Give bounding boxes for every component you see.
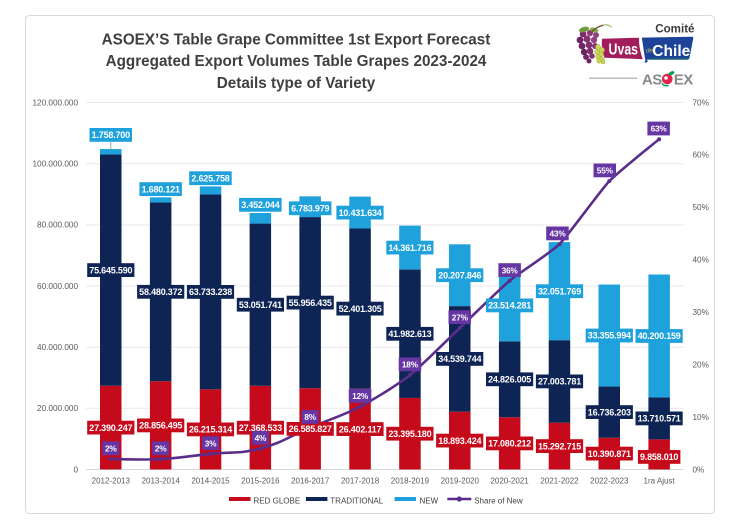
svg-text:ASOEX’S Table Grape Committee: ASOEX’S Table Grape Committee 1st Export…	[102, 32, 491, 49]
svg-text:Share of New: Share of New	[474, 497, 523, 506]
svg-text:27%: 27%	[452, 312, 469, 322]
svg-text:60.000.000: 60.000.000	[37, 282, 78, 291]
svg-text:TRADITIONAL: TRADITIONAL	[330, 497, 383, 506]
svg-text:3%: 3%	[205, 438, 217, 448]
svg-text:8%: 8%	[304, 412, 316, 422]
svg-text:16.736.203: 16.736.203	[588, 407, 631, 417]
svg-text:10.390.871: 10.390.871	[588, 449, 631, 459]
svg-text:14.361.716: 14.361.716	[388, 243, 431, 253]
svg-text:27.368.533: 27.368.533	[239, 423, 282, 433]
svg-text:NEW: NEW	[420, 497, 439, 506]
svg-text:60%: 60%	[693, 151, 709, 160]
svg-text:1.758.700: 1.758.700	[92, 130, 130, 140]
svg-text:52.401.305: 52.401.305	[339, 304, 382, 314]
svg-text:41.982.613: 41.982.613	[388, 329, 431, 339]
svg-text:2018-2019: 2018-2019	[391, 477, 430, 486]
svg-text:53.051.741: 53.051.741	[239, 300, 282, 310]
svg-text:2016-2017: 2016-2017	[291, 477, 330, 486]
svg-text:2014-2015: 2014-2015	[191, 477, 230, 486]
svg-text:de: de	[646, 47, 654, 54]
svg-text:32.051.769: 32.051.769	[538, 286, 581, 296]
svg-text:43%: 43%	[549, 229, 566, 239]
svg-text:1ra Ajust: 1ra Ajust	[644, 477, 676, 486]
svg-text:55.956.435: 55.956.435	[289, 298, 332, 308]
svg-text:36%: 36%	[502, 265, 519, 275]
svg-text:2%: 2%	[155, 444, 167, 454]
svg-text:58.480.372: 58.480.372	[139, 287, 182, 297]
svg-text:75.645.590: 75.645.590	[89, 265, 132, 275]
svg-text:2020-2021: 2020-2021	[490, 477, 529, 486]
svg-text:26.585.827: 26.585.827	[289, 424, 332, 434]
svg-text:63.733.238: 63.733.238	[189, 287, 232, 297]
svg-text:2012-2013: 2012-2013	[92, 477, 131, 486]
svg-text:Details type of Variety: Details type of Variety	[217, 75, 376, 92]
svg-text:EX: EX	[674, 72, 693, 89]
svg-text:70%: 70%	[693, 98, 709, 107]
svg-text:100.000.000: 100.000.000	[32, 160, 78, 169]
svg-text:40.200.159: 40.200.159	[638, 331, 681, 341]
svg-text:2015-2016: 2015-2016	[241, 477, 280, 486]
svg-text:4%: 4%	[255, 433, 267, 443]
svg-text:26.215.314: 26.215.314	[189, 425, 232, 435]
svg-text:20%: 20%	[693, 360, 709, 369]
svg-text:27.390.247: 27.390.247	[89, 423, 132, 433]
svg-text:2%: 2%	[105, 444, 117, 454]
svg-text:0%: 0%	[693, 465, 705, 474]
svg-text:20.207.846: 20.207.846	[438, 270, 481, 280]
svg-text:Uvas: Uvas	[609, 42, 639, 59]
svg-text:40%: 40%	[693, 256, 709, 265]
svg-text:120.000.000: 120.000.000	[32, 98, 78, 107]
svg-text:2021-2022: 2021-2022	[540, 477, 579, 486]
svg-text:2019-2020: 2019-2020	[441, 477, 480, 486]
svg-text:0: 0	[73, 465, 78, 474]
svg-text:40.000.000: 40.000.000	[37, 343, 78, 352]
svg-text:80.000.000: 80.000.000	[37, 221, 78, 230]
svg-text:AS: AS	[642, 72, 662, 89]
svg-text:10%: 10%	[693, 413, 709, 422]
svg-text:15.292.715: 15.292.715	[538, 441, 581, 451]
svg-text:24.826.005: 24.826.005	[488, 375, 531, 385]
svg-text:RED GLOBE: RED GLOBE	[254, 497, 301, 506]
svg-text:17.080.212: 17.080.212	[488, 439, 531, 449]
svg-text:2013-2014: 2013-2014	[142, 477, 181, 486]
svg-text:13.710.571: 13.710.571	[638, 414, 681, 424]
svg-text:20.000.000: 20.000.000	[37, 404, 78, 413]
svg-text:Chile: Chile	[652, 43, 690, 60]
svg-text:12%: 12%	[352, 391, 369, 401]
svg-text:Aggregated Export Volumes Tabl: Aggregated Export Volumes Table Grapes 2…	[106, 53, 487, 70]
svg-text:33.355.994: 33.355.994	[588, 331, 631, 341]
svg-text:30%: 30%	[693, 308, 709, 317]
svg-text:Comité: Comité	[655, 23, 695, 36]
svg-text:9.858.010: 9.858.010	[640, 452, 678, 462]
svg-text:63%: 63%	[651, 124, 668, 134]
svg-text:50%: 50%	[693, 203, 709, 212]
svg-text:2017-2018: 2017-2018	[341, 477, 380, 486]
svg-text:1.680.121: 1.680.121	[142, 184, 180, 194]
svg-text:26.402.117: 26.402.117	[339, 424, 382, 434]
svg-text:10.431.634: 10.431.634	[339, 208, 382, 218]
svg-text:2022-2023: 2022-2023	[590, 477, 629, 486]
svg-text:27.003.781: 27.003.781	[538, 377, 581, 387]
svg-text:3.452.044: 3.452.044	[241, 200, 279, 210]
svg-text:18.893.424: 18.893.424	[438, 436, 481, 446]
svg-text:55%: 55%	[597, 166, 614, 176]
svg-text:6.783.979: 6.783.979	[291, 204, 329, 214]
svg-text:28.856.495: 28.856.495	[139, 421, 182, 431]
svg-text:2.625.758: 2.625.758	[191, 173, 229, 183]
svg-text:23.395.180: 23.395.180	[388, 429, 431, 439]
svg-text:23.514.281: 23.514.281	[488, 301, 531, 311]
svg-text:34.539.744: 34.539.744	[438, 354, 481, 364]
svg-text:18%: 18%	[402, 360, 419, 370]
